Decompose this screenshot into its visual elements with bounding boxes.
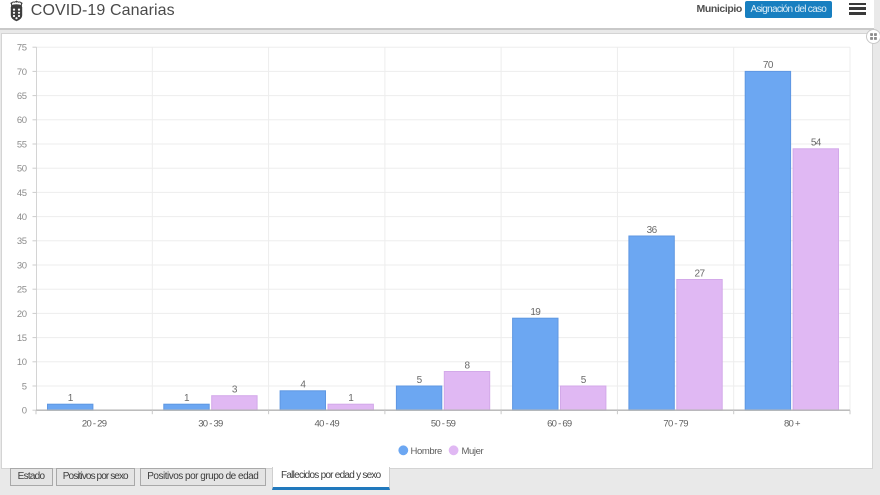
svg-text:40: 40 bbox=[17, 212, 27, 223]
svg-text:70 - 79: 70 - 79 bbox=[663, 419, 688, 430]
svg-text:5: 5 bbox=[417, 375, 423, 386]
svg-text:70: 70 bbox=[17, 67, 27, 78]
svg-text:3: 3 bbox=[232, 385, 238, 396]
svg-text:4: 4 bbox=[300, 380, 306, 391]
svg-text:40 - 49: 40 - 49 bbox=[315, 419, 340, 430]
svg-text:5: 5 bbox=[22, 381, 27, 392]
svg-text:27: 27 bbox=[695, 268, 706, 279]
svg-text:Mujer: Mujer bbox=[462, 446, 484, 457]
svg-text:15: 15 bbox=[17, 333, 27, 344]
svg-text:54: 54 bbox=[811, 138, 822, 149]
svg-text:20 - 29: 20 - 29 bbox=[82, 419, 107, 430]
svg-text:1: 1 bbox=[348, 393, 354, 404]
svg-text:65: 65 bbox=[17, 91, 27, 102]
svg-text:5: 5 bbox=[581, 375, 587, 386]
svg-text:50: 50 bbox=[17, 164, 27, 175]
svg-text:30 - 39: 30 - 39 bbox=[198, 419, 223, 430]
svg-text:80 +: 80 + bbox=[784, 419, 801, 430]
svg-text:35: 35 bbox=[17, 236, 27, 247]
svg-text:20: 20 bbox=[17, 309, 27, 320]
svg-text:8: 8 bbox=[465, 360, 471, 371]
svg-text:Hombre: Hombre bbox=[411, 446, 443, 457]
svg-text:36: 36 bbox=[647, 225, 658, 236]
svg-text:0: 0 bbox=[22, 406, 27, 417]
svg-text:19: 19 bbox=[530, 307, 541, 318]
svg-text:70: 70 bbox=[763, 60, 774, 71]
svg-text:50 - 59: 50 - 59 bbox=[431, 419, 456, 430]
svg-text:75: 75 bbox=[17, 43, 27, 54]
svg-text:30: 30 bbox=[17, 260, 27, 271]
svg-text:60: 60 bbox=[17, 115, 27, 126]
svg-text:55: 55 bbox=[17, 139, 27, 150]
svg-text:1: 1 bbox=[184, 393, 190, 404]
svg-text:25: 25 bbox=[17, 285, 27, 296]
svg-text:10: 10 bbox=[17, 357, 27, 368]
svg-text:60 - 69: 60 - 69 bbox=[547, 419, 572, 430]
svg-text:45: 45 bbox=[17, 188, 27, 199]
svg-text:1: 1 bbox=[68, 393, 74, 404]
